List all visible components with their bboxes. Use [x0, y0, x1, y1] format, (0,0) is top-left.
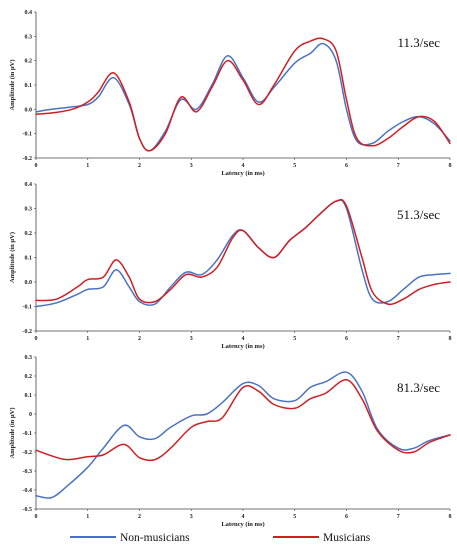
y-tick-label: 0.2 — [25, 231, 33, 237]
panel-3: -0.5 -0.4 -0.3 -0.2 -0.1 0 0.1 0.2 0.3 0 1 2 3 4 5 6 7 8 L… — [9, 355, 452, 528]
y-tick-label: -0.5 — [23, 507, 33, 513]
y-tick-label: -0.1 — [23, 431, 33, 437]
y-tick-label: -0.2 — [23, 156, 33, 162]
y-axis-label: Amplitude (in µV) — [9, 232, 16, 283]
x-tick-label: 3 — [190, 514, 193, 520]
x-tick-label: 0 — [35, 514, 38, 520]
y-axis-label: Amplitude (in µV) — [9, 59, 16, 110]
x-tick-label: 5 — [293, 514, 296, 520]
y-tick-label: -0.2 — [23, 329, 33, 335]
series-line-non-musicians — [35, 199, 451, 308]
x-tick-label: 1 — [86, 163, 89, 169]
x-tick-label: 8 — [449, 336, 452, 342]
x-tick-label: 2 — [138, 163, 141, 169]
x-tick-label: 3 — [190, 163, 193, 169]
x-tick-label: 6 — [345, 163, 348, 169]
y-tick-label: 0.0 — [25, 107, 33, 113]
y-tick-label: -0.1 — [23, 132, 33, 138]
x-tick-label: 8 — [449, 514, 452, 520]
y-tick-label: 0.3 — [25, 355, 33, 361]
y-tick-label: -0.2 — [23, 450, 33, 456]
y-tick-label: 0.1 — [25, 83, 33, 89]
y-tick-label: 0.2 — [25, 59, 33, 65]
series-line-musicians — [35, 198, 451, 306]
y-tick-label: 0.0 — [25, 280, 33, 286]
x-tick-label: 2 — [138, 336, 141, 342]
x-tick-label: 7 — [397, 336, 400, 342]
x-tick-label: 7 — [397, 163, 400, 169]
y-tick-label: 0.4 — [25, 10, 33, 16]
x-axis-label: Latency (in ms) — [221, 170, 264, 177]
x-tick-label: 1 — [86, 514, 89, 520]
x-axis-label: Latency (in ms) — [221, 521, 264, 528]
x-tick-label: 8 — [449, 163, 452, 169]
series-line-musicians — [35, 37, 451, 152]
x-tick-label: 1 — [86, 336, 89, 342]
y-tick-label: 0.4 — [25, 182, 33, 188]
x-tick-label: 4 — [242, 336, 245, 342]
x-tick-label: 5 — [293, 163, 296, 169]
series-line-non-musicians — [35, 371, 451, 499]
y-tick-label: 0.3 — [25, 207, 33, 213]
panel-1: -0.2 -0.1 0.0 0.1 0.2 0.3 0.4 0 1 2 3 4 5 6 7 8 Latency … — [9, 10, 452, 177]
y-tick-label: -0.3 — [23, 469, 33, 475]
y-tick-label: 0.1 — [25, 256, 33, 262]
y-tick-label: 0.2 — [25, 374, 33, 380]
x-tick-label: 7 — [397, 514, 400, 520]
y-tick-label: -0.1 — [23, 305, 33, 311]
y-tick-label: -0.4 — [23, 488, 33, 494]
x-tick-label: 0 — [35, 163, 38, 169]
y-tick-label: 0.3 — [25, 34, 33, 40]
x-tick-label: 5 — [293, 336, 296, 342]
legend: Non-musicians Musicians — [70, 532, 371, 544]
x-tick-label: 2 — [138, 514, 141, 520]
stimulus-rate-label: 51.3/sec — [397, 207, 440, 222]
legend-label: Non-musicians — [120, 532, 190, 544]
x-tick-label: 0 — [35, 336, 38, 342]
stimulus-rate-label: 11.3/sec — [398, 35, 441, 50]
series-line-musicians — [35, 379, 451, 462]
series-line-non-musicians — [35, 42, 451, 152]
y-axis-label: Amplitude (in µV) — [9, 407, 16, 458]
x-tick-label: 4 — [242, 163, 245, 169]
legend-label: Musicians — [323, 532, 371, 544]
x-tick-label: 4 — [242, 514, 245, 520]
y-tick-label: 0 — [29, 412, 32, 418]
x-tick-label: 6 — [345, 336, 348, 342]
x-axis-label: Latency (in ms) — [221, 343, 264, 350]
y-tick-label: 0.1 — [25, 393, 33, 399]
x-tick-label: 6 — [345, 514, 348, 520]
x-tick-label: 3 — [190, 336, 193, 342]
stimulus-rate-label: 81.3/sec — [397, 380, 440, 395]
panel-2: -0.2 -0.1 0.0 0.1 0.2 0.3 0.4 0 1 2 3 4 5 6 7 8 Latency … — [9, 182, 452, 350]
